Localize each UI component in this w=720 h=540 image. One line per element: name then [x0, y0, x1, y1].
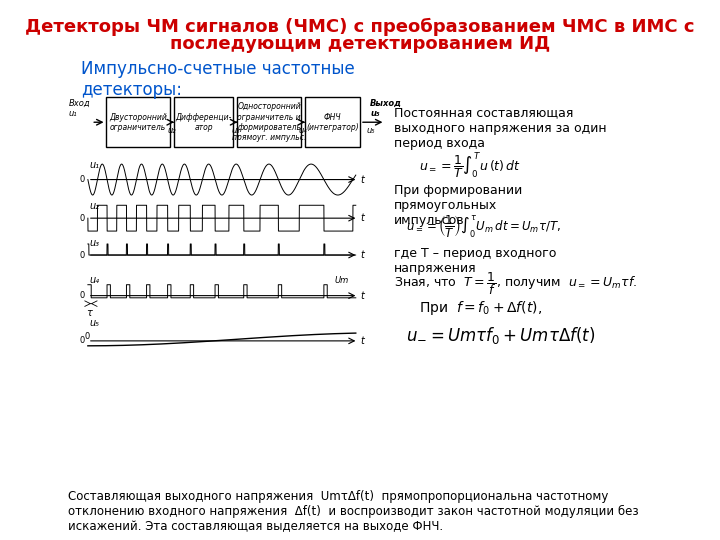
Text: t: t	[360, 174, 364, 185]
Text: Вход
u₁: Вход u₁	[68, 99, 90, 118]
Text: t: t	[360, 336, 364, 346]
Text: u₄: u₄	[89, 274, 99, 285]
Text: Um: Um	[335, 276, 349, 285]
Text: ФНЧ
(интегратор): ФНЧ (интегратор)	[306, 112, 359, 132]
Text: последующим детектированием ИД: последующим детектированием ИД	[170, 35, 550, 53]
Text: где Т – период входного
напряжения: где Т – период входного напряжения	[394, 247, 556, 275]
Text: 0: 0	[79, 175, 84, 184]
Text: u₅: u₅	[366, 126, 375, 135]
Text: t: t	[360, 213, 364, 223]
Bar	[305, 97, 360, 147]
Text: Составляющая выходного напряжения  UmτΔf(t)  прямопропорциональна частотному
отк: Составляющая выходного напряжения UmτΔf(…	[68, 490, 639, 533]
Text: Постоянная составляющая
выходного напряжения за один
период входа: Постоянная составляющая выходного напряж…	[394, 107, 606, 150]
Text: При формировании
прямоугольных
импульсов: При формировании прямоугольных импульсов	[394, 184, 522, 227]
Text: t: t	[360, 291, 364, 301]
Text: 0: 0	[79, 251, 84, 260]
Text: Детекторы ЧМ сигналов (ЧМС) с преобразованием ЧМС в ИМС с: Детекторы ЧМ сигналов (ЧМС) с преобразов…	[25, 17, 695, 36]
Text: 0: 0	[79, 214, 84, 222]
Bar	[107, 97, 170, 147]
Text: u₃: u₃	[89, 238, 99, 248]
Text: u₂: u₂	[89, 201, 99, 211]
Text: 0: 0	[79, 336, 84, 346]
Text: u₅: u₅	[89, 318, 99, 328]
Text: Импульсно-счетные частотные
детекторы:: Импульсно-счетные частотные детекторы:	[81, 60, 355, 99]
Text: t: t	[360, 250, 364, 260]
Text: Выход
u₅: Выход u₅	[370, 99, 402, 118]
Text: 0: 0	[79, 291, 84, 300]
Text: Зная, что  $T = \dfrac{1}{f}$, получим  $u_{=} = U_m\tau f.$: Зная, что $T = \dfrac{1}{f}$, получим $u…	[394, 269, 637, 296]
Text: Двусторонний
ограничитель: Двусторонний ограничитель	[109, 112, 167, 132]
Text: u₁: u₁	[89, 160, 99, 170]
Text: u₂: u₂	[168, 126, 176, 135]
Text: $u_{=} = \dfrac{1}{T}\int_0^{T} u\,(t)\,dt$: $u_{=} = \dfrac{1}{T}\int_0^{T} u\,(t)\,…	[419, 150, 521, 180]
Text: τ: τ	[86, 307, 92, 318]
Text: $u_{=} = \left(\dfrac{1}{T}\right)\int_0^{\tau} U_m\,dt = U_m\tau/T,$: $u_{=} = \left(\dfrac{1}{T}\right)\int_0…	[407, 213, 562, 240]
Text: $u_{-} = Um\tau f_0 + Um\tau\Delta f(t)$: $u_{-} = Um\tau f_0 + Um\tau\Delta f(t)$	[407, 325, 596, 346]
Text: 0: 0	[84, 332, 89, 341]
Text: u₄: u₄	[299, 126, 307, 135]
Text: u₃: u₃	[231, 126, 240, 135]
Text: Дифференци-
атор: Дифференци- атор	[176, 112, 232, 132]
Text: При  $f = f_0 + \Delta f(t),$: При $f = f_0 + \Delta f(t),$	[419, 299, 542, 317]
Text: Односторонний
ограничитель и
формирователь
прямоуг. импульс.: Односторонний ограничитель и формировате…	[232, 102, 306, 143]
Bar	[174, 97, 233, 147]
Bar	[238, 97, 301, 147]
